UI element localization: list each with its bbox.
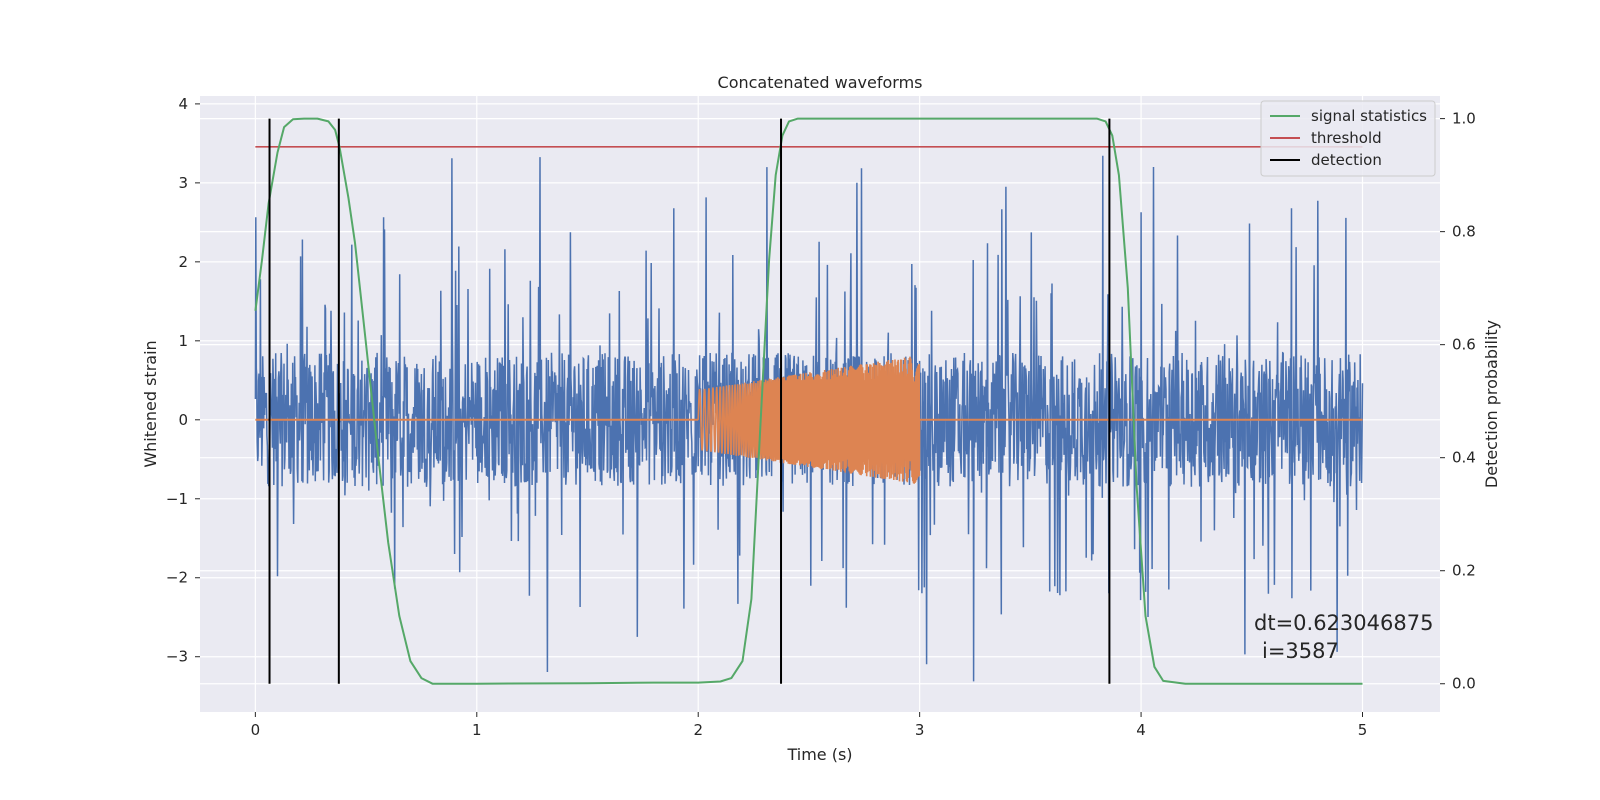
x-tick-label: 4 (1136, 721, 1146, 739)
y-tick-label: 1 (178, 332, 188, 350)
chirp-series-line (697, 356, 921, 484)
legend: signal statistics threshold detection (1260, 100, 1436, 177)
signal-statistics-line (254, 117, 1363, 685)
y-right-tick-label: 1.0 (1452, 110, 1476, 128)
y-right-tick-label: 0.0 (1452, 675, 1476, 693)
x-tick-label: 5 (1358, 721, 1368, 739)
y-axis-right-title: Detection probability (1482, 320, 1501, 488)
chart-title: Concatenated waveforms (718, 73, 923, 92)
legend-label: detection (1311, 151, 1382, 169)
legend-label: signal statistics (1311, 107, 1427, 125)
y-axis-title: Whitened strain (141, 340, 160, 467)
x-tick-label: 0 (251, 721, 261, 739)
legend-label: threshold (1311, 129, 1382, 147)
annotation-i: i=3587 (1262, 639, 1339, 663)
y-right-tick-label: 0.2 (1452, 562, 1476, 580)
y-tick-label: −2 (166, 569, 188, 587)
x-tick-label: 2 (693, 721, 703, 739)
y-tick-label: 3 (178, 174, 188, 192)
y-right-tick-label: 0.8 (1452, 223, 1476, 241)
x-tick-label: 3 (915, 721, 925, 739)
annotation-dt: dt=0.623046875 (1254, 611, 1433, 635)
y-tick-label: −3 (166, 648, 188, 666)
y-right-tick-label: 0.4 (1452, 449, 1476, 467)
y-tick-label: 4 (178, 95, 188, 113)
y-right-tick-label: 0.6 (1452, 336, 1476, 354)
y-tick-label: 0 (178, 411, 188, 429)
y-tick-label: 2 (178, 253, 188, 271)
legend-frame (1260, 100, 1436, 177)
x-axis-title: Time (s) (786, 745, 852, 764)
y-tick-label: −1 (166, 490, 188, 508)
x-tick-label: 1 (472, 721, 482, 739)
